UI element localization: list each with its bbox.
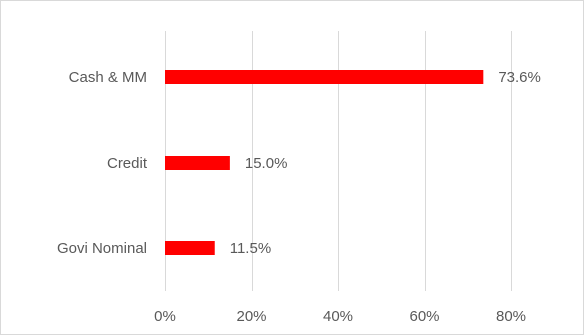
bar-1 [165, 156, 230, 170]
x-tick-label-4: 80% [496, 308, 526, 325]
bar-0 [165, 70, 484, 84]
data-label-1: 15.0% [245, 155, 288, 172]
bar-2 [165, 241, 215, 255]
x-tick-label-0: 0% [154, 308, 176, 325]
data-label-2: 11.5% [230, 240, 271, 257]
x-tick-label-1: 20% [236, 308, 266, 325]
category-label-0: Cash & MM [69, 69, 147, 86]
category-label-1: Credit [107, 155, 148, 172]
category-label-2: Govi Nominal [57, 240, 147, 257]
x-tick-label-2: 40% [323, 308, 353, 325]
x-tick-label-3: 60% [409, 308, 439, 325]
data-label-0: 73.6% [498, 69, 541, 86]
